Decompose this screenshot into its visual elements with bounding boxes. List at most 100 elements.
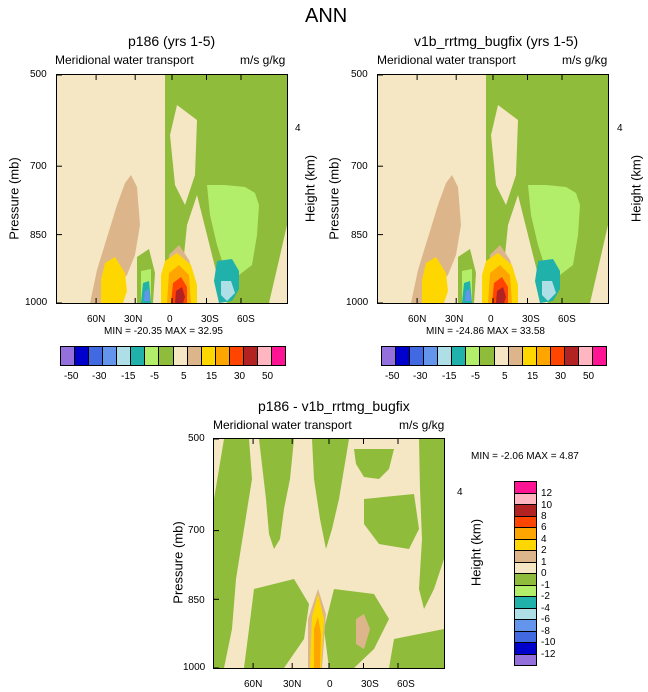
panel-3-colorbar-label: -12 xyxy=(541,649,556,660)
contour-region xyxy=(491,105,518,205)
panel-1-colorbar-label: -5 xyxy=(150,371,159,382)
panel-1-title: p186 (yrs 1-5) xyxy=(128,33,216,49)
panel-3-colorbar-label: -1 xyxy=(541,580,550,591)
contour-region xyxy=(214,439,252,668)
panel-2-ytick: 1000 xyxy=(346,297,369,308)
contour-region xyxy=(389,629,444,668)
panel-1-xtick: 60S xyxy=(237,314,255,325)
panel-3-ytick: 850 xyxy=(188,595,205,606)
contour-region xyxy=(101,257,127,303)
colorbar-swatch xyxy=(437,346,453,366)
panel-3-right-tick: 4 xyxy=(457,487,463,498)
panel-2-ytick: 500 xyxy=(351,69,368,80)
colorbar-swatch xyxy=(549,346,565,366)
colorbar-swatch xyxy=(116,346,132,366)
panel-3-right-string: m/s g/kg xyxy=(399,418,445,432)
contour-region xyxy=(312,439,349,549)
panel-1-colorbar-label: 15 xyxy=(206,371,218,382)
panel-1-ylabel: Pressure (mb) xyxy=(6,157,22,240)
colorbar-swatch xyxy=(88,346,104,366)
contour-region xyxy=(542,281,556,301)
panel-3-xtick: 0 xyxy=(327,679,333,690)
panel-1-colorbar-label: 50 xyxy=(262,371,274,382)
panel-3-colorbar xyxy=(514,481,537,666)
panel-3-ytick: 500 xyxy=(188,433,205,444)
panel-2-xtick: 30N xyxy=(445,314,464,325)
panel-2-right-tick: 4 xyxy=(617,123,623,134)
panel-3-colorbar-label: 2 xyxy=(541,545,547,556)
colorbar-swatch xyxy=(214,346,230,366)
panel-1-stats: MIN = -20.35 MAX = 32.95 xyxy=(104,326,223,337)
colorbar-swatch xyxy=(60,346,76,366)
contour-region xyxy=(419,439,444,609)
colorbar-swatch xyxy=(130,346,146,366)
colorbar-swatch xyxy=(158,346,174,366)
contour-region xyxy=(207,185,259,275)
contour-region xyxy=(364,494,419,549)
panel-3-ytick: 700 xyxy=(188,525,205,536)
colorbar-swatch xyxy=(493,346,509,366)
panel-1-right-string: m/s g/kg xyxy=(240,53,286,67)
panel-1-colorbar-label: -50 xyxy=(64,371,79,382)
colorbar-swatch xyxy=(507,346,523,366)
panel-3-ytick: 1000 xyxy=(183,662,206,673)
contour-region xyxy=(244,579,309,668)
panel-2-xtick: 0 xyxy=(488,314,494,325)
colorbar-swatch xyxy=(172,346,188,366)
panel-3-xtick: 60S xyxy=(397,679,415,690)
panel-3-colorbar-label: -8 xyxy=(541,626,550,637)
panel-1-colorbar-label: 5 xyxy=(181,371,187,382)
panel-3-colorbar-label: 12 xyxy=(541,488,553,499)
panel-3-colorbar-label: -4 xyxy=(541,603,550,614)
colorbar-swatch xyxy=(465,346,481,366)
panel-1-colorbar xyxy=(60,346,286,366)
panel-2-plot xyxy=(377,74,609,304)
panel-3-colorbar-label: -6 xyxy=(541,614,550,625)
colorbar-swatch xyxy=(200,346,216,366)
colorbar-swatch xyxy=(102,346,118,366)
contour-region xyxy=(144,289,150,301)
contour-region xyxy=(259,439,294,549)
contour-region xyxy=(496,287,506,303)
colorbar-swatch xyxy=(423,346,439,366)
panel-1-ytick: 1000 xyxy=(25,297,48,308)
panel-3-colorbar-label: 6 xyxy=(541,522,547,533)
panel-3-title: p186 - v1b_rrtmg_bugfix xyxy=(258,398,410,414)
panel-3-colorbar-label: -2 xyxy=(541,591,550,602)
colorbar-swatch xyxy=(74,346,90,366)
colorbar-swatch xyxy=(479,346,495,366)
panel-2-title: v1b_rrtmg_bugfix (yrs 1-5) xyxy=(414,33,579,49)
figure-title: ANN xyxy=(305,5,348,27)
colorbar-swatch xyxy=(228,346,244,366)
panel-2-colorbar-label: 30 xyxy=(555,371,567,382)
panel-1-colorbar-label: 30 xyxy=(234,371,246,382)
colorbar-swatch xyxy=(535,346,551,366)
panel-1-ylabel-right: Height (km) xyxy=(302,154,318,223)
contour-region xyxy=(356,614,370,649)
panel-1-ytick: 700 xyxy=(30,161,47,172)
panel-3-xtick: 30N xyxy=(283,679,302,690)
panel-3-xtick: 60N xyxy=(244,679,263,690)
panel-3-colorbar-label: 10 xyxy=(541,500,553,511)
panel-2-ylabel: Pressure (mb) xyxy=(326,157,342,240)
contour-region xyxy=(221,281,235,301)
contour-region xyxy=(175,287,185,303)
panel-2-colorbar-label: 5 xyxy=(502,371,508,382)
contour-region xyxy=(422,257,448,303)
panel-2-ytick: 850 xyxy=(351,230,368,241)
panel-1-ytick: 850 xyxy=(30,230,47,241)
contour-region xyxy=(465,289,471,301)
panel-1-left-string: Meridional water transport xyxy=(55,53,194,67)
panel-1-xtick: 30N xyxy=(124,314,143,325)
colorbar-swatch xyxy=(186,346,202,366)
panel-2-right-string: m/s g/kg xyxy=(562,53,608,67)
colorbar-swatch xyxy=(270,346,286,366)
panel-1-xtick: 60N xyxy=(87,314,106,325)
colorbar-swatch xyxy=(577,346,593,366)
panel-1-xtick: 30S xyxy=(201,314,219,325)
panel-3-left-string: Meridional water transport xyxy=(213,418,352,432)
contour-region xyxy=(90,175,140,303)
panel-3-ylabel-right: Height (km) xyxy=(468,518,484,587)
panel-3-colorbar-label: 8 xyxy=(541,511,547,522)
panel-1-plot xyxy=(56,74,288,304)
